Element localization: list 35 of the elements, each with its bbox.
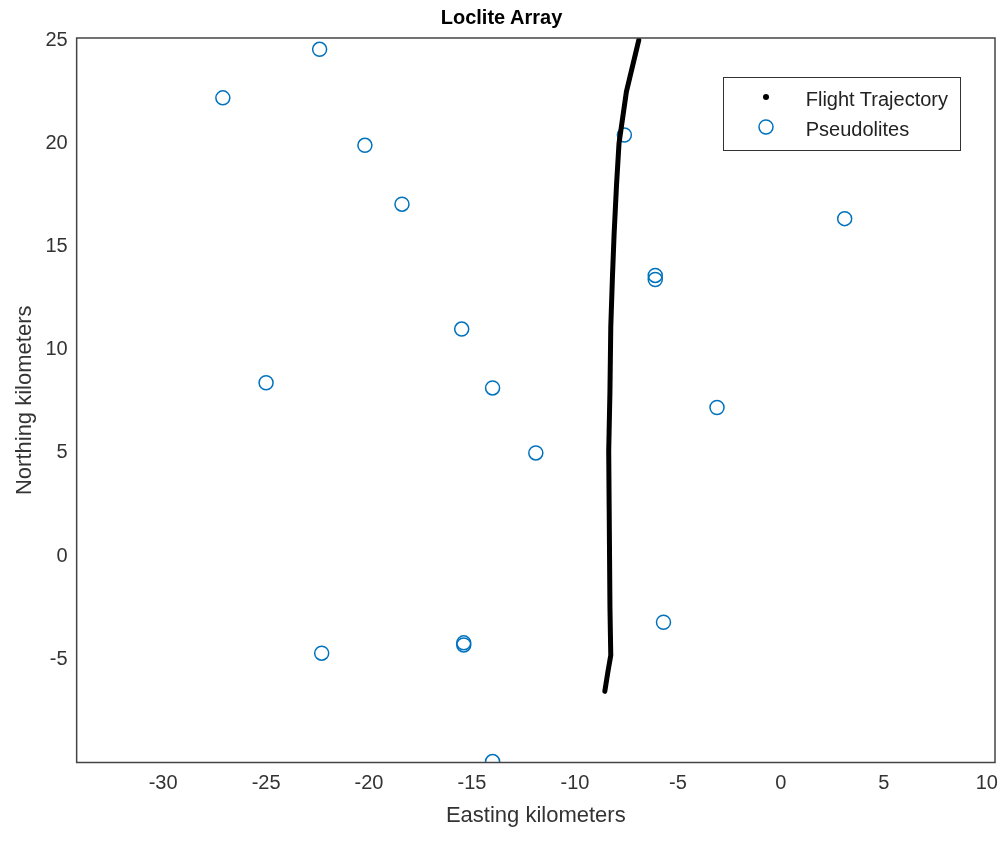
point <box>836 210 853 227</box>
x-tick-label: 10 <box>975 771 998 794</box>
y-tick-label: 20 <box>45 130 68 153</box>
x-tick-label: -25 <box>251 771 281 794</box>
x-tick-label: -20 <box>354 771 384 794</box>
y-tick-label: 5 <box>56 440 68 463</box>
y-tick-label: 15 <box>45 234 68 257</box>
point <box>655 614 672 630</box>
x-axis-title: Easting kilometers <box>445 801 626 827</box>
point <box>394 196 410 212</box>
x-tick-label: -5 <box>669 771 687 794</box>
point <box>647 267 663 284</box>
point <box>647 271 663 288</box>
y-axis-title: Northing kilometers <box>11 305 37 496</box>
point <box>215 90 231 106</box>
x-tick-label: -10 <box>560 771 590 794</box>
legend-label: Pseudolites <box>805 117 910 141</box>
y-tick-label: 0 <box>56 543 68 566</box>
point <box>357 137 373 154</box>
point <box>528 445 544 461</box>
x-tick-label: -15 <box>457 771 487 794</box>
x-tick-label: -30 <box>148 771 178 794</box>
x-tick-label: 5 <box>878 771 890 794</box>
y-tick-label: 25 <box>45 27 68 50</box>
point <box>313 645 330 661</box>
point <box>484 380 501 396</box>
y-tick-label: 10 <box>45 337 68 360</box>
y-tick-label: -5 <box>49 646 68 669</box>
chart-title: Loclite Array <box>440 5 564 28</box>
point <box>709 399 725 416</box>
legend-label: Flight Trajectory <box>805 87 948 111</box>
x-tick-label: 0 <box>775 771 787 794</box>
point <box>311 41 328 58</box>
point <box>258 375 274 391</box>
point <box>453 321 470 337</box>
